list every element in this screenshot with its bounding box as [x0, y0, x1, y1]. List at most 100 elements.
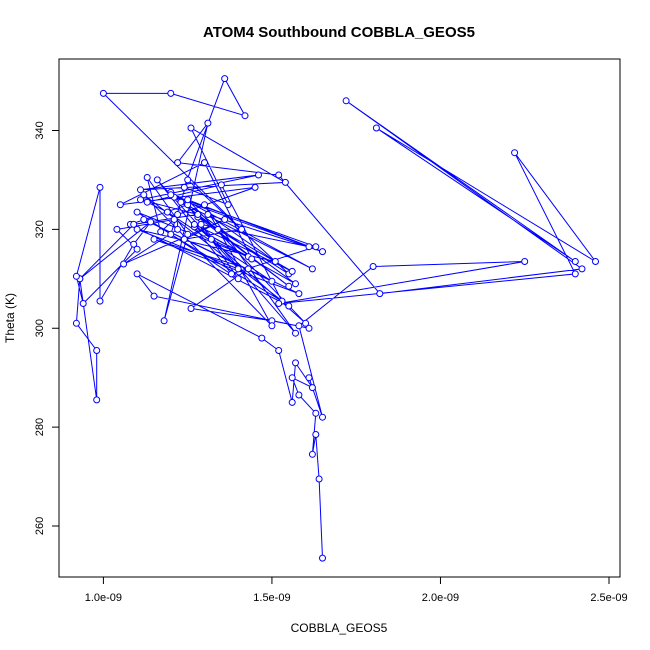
data-point	[79, 300, 87, 307]
y-tick-label: 340	[34, 121, 46, 139]
data-point	[143, 174, 151, 181]
data-point	[268, 322, 276, 330]
data-point	[268, 277, 276, 285]
data-point	[150, 292, 158, 300]
data-point	[292, 359, 299, 367]
data-point	[204, 119, 212, 127]
data-point	[177, 198, 185, 206]
data-point	[116, 201, 124, 209]
data-point	[308, 384, 316, 392]
data-point	[167, 89, 175, 97]
data-point	[292, 280, 299, 288]
data-point	[187, 124, 195, 132]
data-point	[201, 201, 208, 209]
data-point	[194, 211, 202, 218]
data-point	[163, 208, 171, 216]
data-point	[133, 270, 141, 278]
data-point	[305, 324, 313, 332]
y-axis-label: Theta (K)	[3, 293, 17, 343]
data-point	[147, 218, 155, 226]
data-point	[174, 211, 182, 218]
data-point	[255, 171, 262, 179]
data-point	[197, 220, 205, 228]
data-point	[204, 211, 212, 218]
data-point	[319, 554, 326, 562]
data-point	[72, 319, 80, 327]
data-point	[174, 159, 182, 167]
data-point	[72, 272, 80, 280]
series-line	[75, 77, 596, 559]
data-point	[221, 75, 229, 83]
data-point	[285, 282, 293, 290]
data-point	[376, 290, 384, 298]
data-point	[319, 248, 326, 256]
y-tick-label: 300	[34, 319, 46, 337]
data-point	[184, 176, 192, 184]
data-point	[93, 396, 101, 404]
data-point	[288, 267, 296, 275]
data-point	[221, 216, 229, 223]
data-point	[113, 225, 121, 233]
data-point	[160, 317, 168, 325]
data-point	[180, 183, 188, 191]
data-point	[214, 225, 222, 233]
x-tick-label: 1.0e-09	[85, 592, 122, 604]
data-point	[312, 431, 320, 438]
data-point	[319, 413, 326, 421]
y-tick-label: 260	[34, 517, 46, 535]
data-point	[234, 265, 242, 273]
data-point	[312, 243, 320, 251]
data-point	[271, 258, 279, 265]
data-point	[258, 334, 266, 342]
plot-frame	[58, 58, 621, 578]
data-point	[281, 178, 289, 186]
x-tick-label: 2.5e-09	[590, 592, 627, 604]
data-point	[96, 183, 104, 191]
data-point	[308, 450, 316, 458]
data-point	[174, 225, 182, 233]
data-point	[275, 347, 283, 354]
data-point	[153, 176, 161, 184]
data-point	[305, 374, 313, 382]
y-axis: 260 280 300 320 340	[34, 121, 60, 535]
y-tick-label: 280	[34, 418, 46, 436]
data-point	[578, 265, 586, 273]
data-point	[288, 398, 296, 406]
y-tick-label: 320	[34, 220, 46, 238]
data-point	[288, 374, 296, 382]
data-point	[251, 183, 259, 191]
data-point	[96, 297, 104, 305]
data-point	[234, 275, 242, 283]
data-point	[120, 260, 128, 268]
data-point	[99, 89, 107, 97]
x-tick-label: 2.0e-09	[422, 592, 459, 604]
data-point	[592, 258, 599, 265]
data-point	[241, 112, 249, 120]
data-point	[275, 171, 283, 179]
x-axis: 1.0e-09 1.5e-09 2.0e-09 2.5e-09	[85, 576, 628, 604]
data-point	[184, 196, 192, 204]
data-point	[130, 220, 138, 228]
data-point	[140, 191, 148, 199]
data-point	[295, 290, 303, 298]
data-point	[224, 201, 232, 209]
data-point	[157, 228, 165, 236]
data-series	[72, 75, 599, 562]
data-point	[292, 329, 299, 337]
data-point	[93, 347, 101, 354]
data-point	[244, 265, 252, 273]
data-point	[170, 216, 178, 223]
data-point	[302, 319, 310, 327]
x-tick-label: 1.5e-09	[253, 592, 290, 604]
chart-title: ATOM4 Southbound COBBLA_GEOS5	[203, 24, 475, 41]
data-point	[137, 186, 144, 194]
data-point	[130, 240, 138, 248]
data-point	[133, 245, 141, 253]
data-point	[228, 270, 235, 278]
data-point	[167, 191, 175, 199]
data-point	[207, 235, 215, 243]
data-point	[133, 208, 141, 216]
data-point	[285, 302, 293, 310]
data-point	[248, 255, 256, 263]
